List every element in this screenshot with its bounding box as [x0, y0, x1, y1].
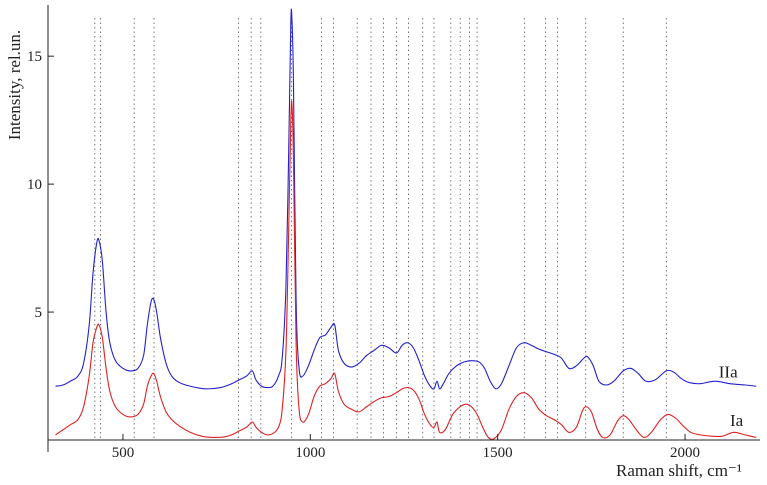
series-label-iia: IIa: [719, 362, 738, 381]
x-tick-label-2000: 2000: [670, 445, 700, 461]
series-labels: IIa Ia: [719, 362, 744, 430]
reference-lines: [94, 18, 667, 440]
series-line-iia: [55, 8, 757, 390]
series-label-ia: Ia: [730, 411, 744, 430]
x-tick-label-500: 500: [112, 445, 135, 461]
series-layer: [55, 8, 757, 440]
x-axis-label: Raman shift, cm⁻¹: [616, 461, 742, 480]
y-tick-label-5: 5: [35, 305, 43, 321]
y-axis-label: Intensity, rel.un.: [5, 30, 24, 140]
x-tick-label-1500: 1500: [483, 445, 513, 461]
y-tick-label-10: 10: [27, 177, 42, 193]
y-tick-label-15: 15: [27, 49, 42, 65]
axes: [47, 5, 760, 452]
series-line-ia: [55, 100, 757, 440]
ticks: 500 1000 1500 2000 5 10 15: [27, 49, 700, 461]
x-tick-label-1000: 1000: [295, 445, 325, 461]
